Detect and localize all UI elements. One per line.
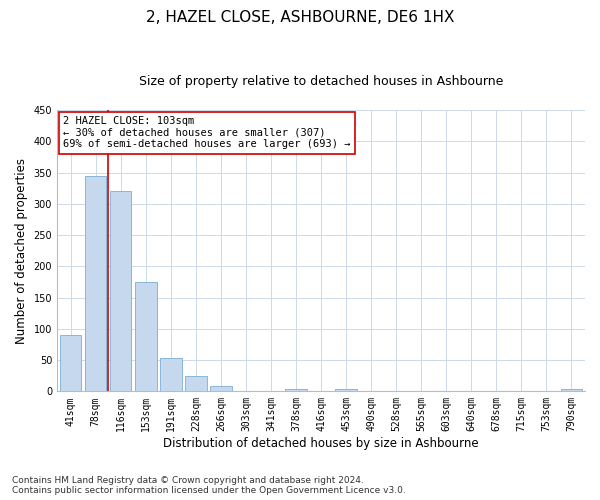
Bar — [185, 376, 206, 392]
Bar — [85, 176, 106, 392]
Text: 2, HAZEL CLOSE, ASHBOURNE, DE6 1HX: 2, HAZEL CLOSE, ASHBOURNE, DE6 1HX — [146, 10, 454, 25]
Bar — [110, 192, 131, 392]
Text: Contains HM Land Registry data © Crown copyright and database right 2024.
Contai: Contains HM Land Registry data © Crown c… — [12, 476, 406, 495]
Title: Size of property relative to detached houses in Ashbourne: Size of property relative to detached ho… — [139, 75, 503, 88]
Bar — [60, 335, 82, 392]
Bar — [560, 390, 582, 392]
X-axis label: Distribution of detached houses by size in Ashbourne: Distribution of detached houses by size … — [163, 437, 479, 450]
Bar — [135, 282, 157, 392]
Bar — [286, 390, 307, 392]
Text: 2 HAZEL CLOSE: 103sqm
← 30% of detached houses are smaller (307)
69% of semi-det: 2 HAZEL CLOSE: 103sqm ← 30% of detached … — [63, 116, 351, 150]
Bar — [335, 390, 356, 392]
Bar — [210, 386, 232, 392]
Y-axis label: Number of detached properties: Number of detached properties — [15, 158, 28, 344]
Bar — [160, 358, 182, 392]
